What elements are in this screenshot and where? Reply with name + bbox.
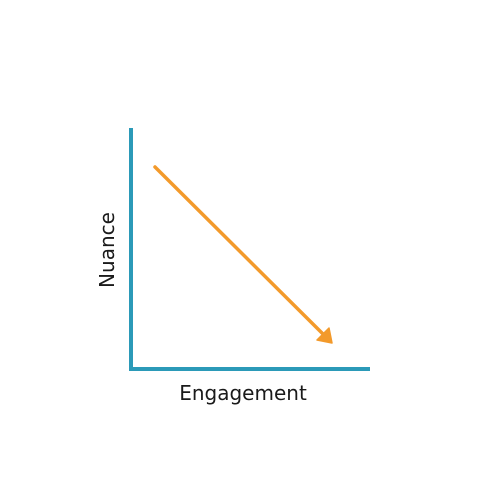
trend-arrow [153,165,333,344]
x-axis-label: Engagement [179,381,307,405]
trend-arrow-head-icon [316,327,333,344]
y-axis-label: Nuance [95,212,119,288]
trend-arrow-shaft [153,165,326,337]
